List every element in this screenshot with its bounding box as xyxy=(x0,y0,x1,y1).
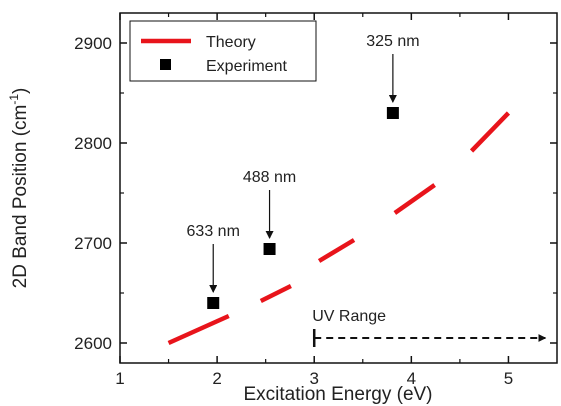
legend-box xyxy=(129,20,317,82)
theory-line-segment xyxy=(167,313,230,346)
y-tick-label: 2700 xyxy=(74,234,112,253)
legend-theory-label: Theory xyxy=(206,34,256,51)
theory-line-segment xyxy=(317,238,356,263)
y-tick-labels: 2600 2700 2800 2900 xyxy=(74,34,112,353)
legend-experiment-swatch xyxy=(160,59,171,70)
x-tick-label: 3 xyxy=(309,369,318,388)
x-axis-label: Excitation Energy (eV) xyxy=(243,384,432,405)
y-tick-label: 2900 xyxy=(74,34,112,53)
y-tick-label: 2600 xyxy=(74,334,112,353)
plot-area xyxy=(119,12,558,364)
uv-range-marker: UV Range xyxy=(312,308,547,347)
theory-line-segment xyxy=(469,111,511,153)
y-axis-label: 2D Band Position (cm-1) xyxy=(7,88,31,289)
x-tick-labels: 1 2 3 4 5 xyxy=(115,369,513,388)
x-tick-label: 1 xyxy=(115,369,124,388)
experiment-point xyxy=(263,243,276,255)
x-tick-label: 5 xyxy=(504,369,513,388)
legend-experiment-label: Experiment xyxy=(206,58,287,75)
annotation-label: 488 nm xyxy=(243,169,296,186)
theory-line-segment xyxy=(259,283,292,304)
annotation-label: 325 nm xyxy=(366,33,419,50)
experiment-point xyxy=(207,297,220,309)
theory-series xyxy=(167,111,511,346)
y-tick-label: 2800 xyxy=(74,134,112,153)
experiment-point xyxy=(386,107,399,119)
x-tick-label: 2 xyxy=(212,369,221,388)
theory-line-segment xyxy=(393,183,436,215)
axis-ticks xyxy=(119,13,557,363)
uv-range-label: UV Range xyxy=(312,308,386,325)
annotations: 633 nm 488 nm 325 nm xyxy=(187,33,420,293)
experiment-series xyxy=(207,107,399,309)
x-tick-label: 4 xyxy=(407,369,416,388)
annotation-label: 633 nm xyxy=(187,223,240,240)
legend: Theory Experiment xyxy=(129,20,317,82)
